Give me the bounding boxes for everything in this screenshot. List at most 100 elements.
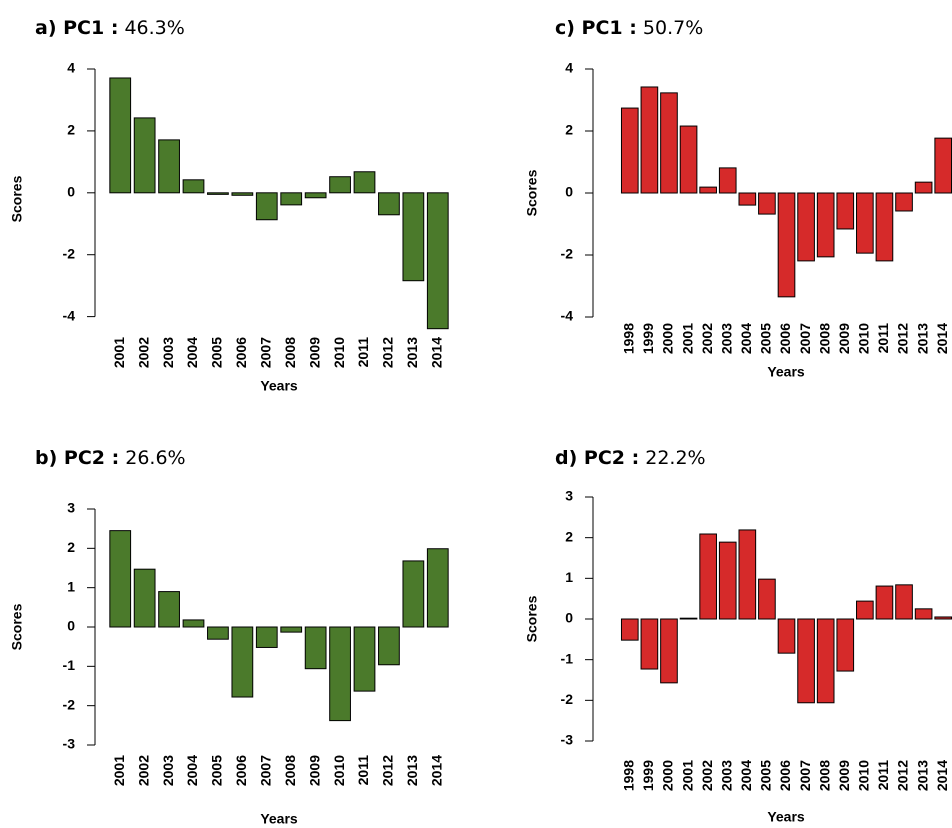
panel: a) PC1 : 46.3% -4 -2 0 2 4 Scores 2001 2002 2003 2… bbox=[9, 17, 449, 394]
bar bbox=[402, 192, 425, 282]
y-tick-label: -2 bbox=[561, 691, 574, 707]
bar bbox=[402, 560, 425, 628]
bar bbox=[914, 181, 933, 194]
bar bbox=[718, 541, 737, 620]
x-tick-label: 2011 bbox=[355, 755, 371, 786]
y-tick-label: 3 bbox=[565, 488, 573, 504]
bar bbox=[426, 548, 449, 628]
x-tick-label: 2013 bbox=[914, 760, 930, 791]
bar bbox=[777, 618, 796, 654]
x-tick-label: 2008 bbox=[816, 323, 832, 354]
x-tick-label: 2008 bbox=[282, 755, 298, 786]
bar bbox=[231, 626, 254, 698]
y-axis-label: Scores bbox=[9, 175, 25, 222]
bar bbox=[895, 192, 913, 212]
bar bbox=[797, 192, 815, 262]
x-tick-label: 2001 bbox=[679, 760, 695, 791]
bar bbox=[304, 192, 327, 199]
bar bbox=[255, 626, 278, 648]
bar bbox=[109, 530, 132, 628]
panel: b) PC2 : 26.6% -3 -2 -1 0 1 2 3 Scores 2001 2002 20… bbox=[9, 447, 449, 827]
x-tick-label: 2009 bbox=[306, 755, 322, 786]
x-tick-label: 2005 bbox=[209, 337, 225, 368]
y-tick-label: -2 bbox=[63, 245, 76, 261]
x-tick-label: 2007 bbox=[257, 337, 273, 368]
y-tick-label: 1 bbox=[67, 578, 75, 594]
x-tick-label: 2002 bbox=[135, 755, 151, 786]
bar bbox=[207, 626, 229, 640]
bar bbox=[836, 618, 855, 672]
x-tick-label: 2013 bbox=[404, 755, 420, 786]
bar bbox=[640, 86, 659, 194]
y-tick-label: 2 bbox=[67, 539, 75, 555]
x-tick-label: 2002 bbox=[699, 323, 715, 354]
y-tick-label: -3 bbox=[63, 736, 76, 752]
x-tick-label: 2004 bbox=[738, 323, 754, 354]
chart-title-value: 26.6% bbox=[125, 447, 185, 469]
bar bbox=[304, 626, 327, 670]
x-tick-label: 1999 bbox=[640, 760, 656, 791]
bar bbox=[699, 186, 717, 194]
y-tick-label: 0 bbox=[565, 184, 573, 200]
x-tick-label: 2014 bbox=[428, 337, 444, 368]
x-tick-label: 2000 bbox=[660, 760, 676, 791]
x-tick-label: 2005 bbox=[758, 760, 774, 791]
bar bbox=[679, 125, 698, 194]
bar bbox=[699, 533, 717, 620]
bar bbox=[816, 192, 835, 258]
y-tick-label: -1 bbox=[561, 650, 574, 666]
x-tick-label: 1998 bbox=[620, 760, 636, 791]
y-axis-label: Scores bbox=[9, 603, 25, 650]
x-tick-label: 2011 bbox=[355, 337, 371, 368]
chart-title: d) PC2 : 22.2% bbox=[555, 447, 706, 469]
x-tick-label: 2001 bbox=[679, 323, 695, 354]
bar bbox=[836, 192, 855, 230]
x-tick-label: 2009 bbox=[306, 337, 322, 368]
y-tick-label: 2 bbox=[67, 122, 75, 138]
x-tick-label: 2011 bbox=[875, 760, 891, 791]
y-axis-label: Scores bbox=[524, 595, 540, 642]
y-tick-label: 3 bbox=[67, 500, 75, 516]
bar bbox=[777, 192, 796, 298]
bar bbox=[426, 192, 449, 330]
x-tick-label: 2009 bbox=[836, 323, 852, 354]
x-tick-label: 2003 bbox=[718, 760, 734, 791]
x-tick-label: 2006 bbox=[777, 760, 793, 791]
x-tick-label: 2012 bbox=[380, 755, 396, 786]
y-tick-label: -2 bbox=[561, 246, 574, 262]
chart-title: a) PC1 : 46.3% bbox=[35, 17, 185, 39]
x-tick-label: 2010 bbox=[331, 755, 347, 786]
x-tick-label: 2014 bbox=[934, 760, 950, 791]
x-tick-label: 2006 bbox=[233, 755, 249, 786]
bar bbox=[797, 618, 815, 704]
y-tick-label: -1 bbox=[63, 657, 76, 673]
x-tick-label: 2012 bbox=[895, 323, 911, 354]
x-tick-label: 2012 bbox=[380, 337, 396, 368]
bar bbox=[620, 107, 639, 194]
x-tick-label: 2007 bbox=[257, 755, 273, 786]
bar bbox=[109, 77, 132, 194]
x-tick-label: 2013 bbox=[404, 337, 420, 368]
x-axis-label: Years bbox=[260, 811, 298, 827]
bar bbox=[640, 618, 659, 670]
bar bbox=[914, 608, 933, 620]
y-axis-label: Scores bbox=[524, 169, 540, 216]
x-tick-label: 2001 bbox=[111, 337, 127, 368]
bar bbox=[378, 626, 400, 666]
x-tick-label: 2008 bbox=[816, 760, 832, 791]
x-tick-label: 2007 bbox=[797, 760, 813, 791]
y-tick-label: 0 bbox=[67, 184, 75, 200]
x-tick-label: 2010 bbox=[331, 337, 347, 368]
x-tick-label: 2004 bbox=[184, 337, 200, 368]
x-tick-label: 2009 bbox=[836, 760, 852, 791]
y-tick-label: -2 bbox=[63, 696, 76, 712]
bar bbox=[329, 176, 351, 194]
y-tick-label: 2 bbox=[565, 528, 573, 544]
bar bbox=[758, 192, 776, 215]
x-tick-label: 2013 bbox=[914, 323, 930, 354]
bar bbox=[231, 192, 254, 196]
chart-title: c) PC1 : 50.7% bbox=[555, 17, 703, 39]
x-axis-label: Years bbox=[767, 809, 805, 825]
y-tick-label: 4 bbox=[67, 60, 75, 76]
